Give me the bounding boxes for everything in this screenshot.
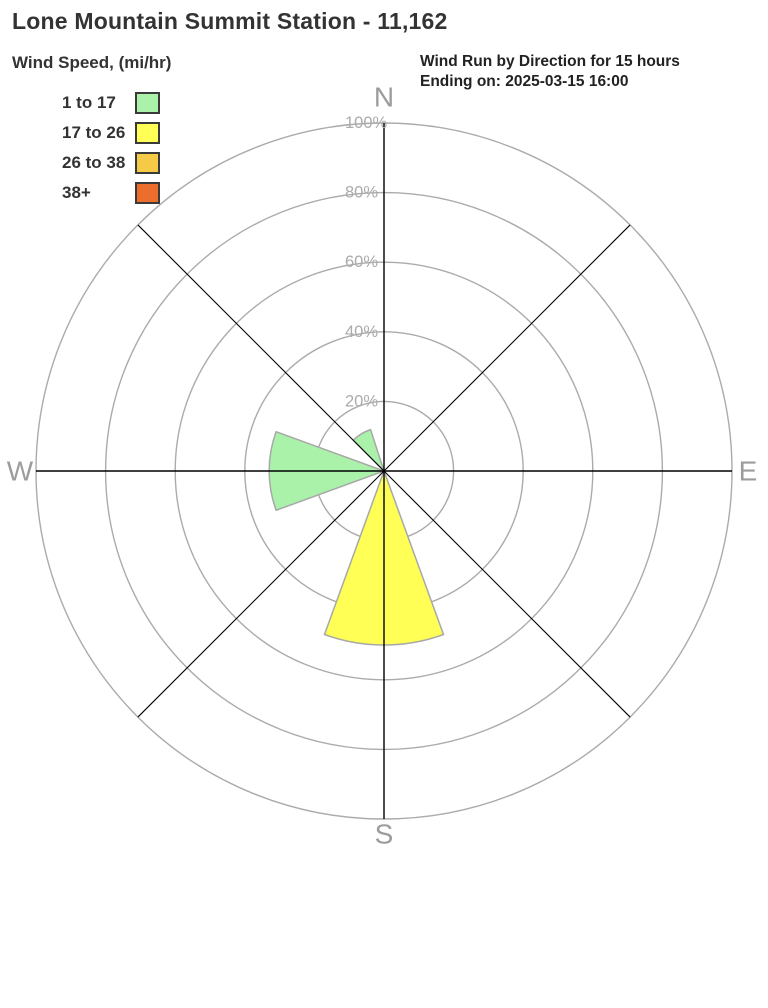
legend-color-swatch bbox=[135, 182, 160, 204]
direction-label-w: W bbox=[7, 456, 34, 487]
subtitle-line-1: Wind Run by Direction for 15 hours bbox=[420, 53, 680, 70]
direction-label-n: N bbox=[374, 82, 394, 113]
ring-label-60-percent: 60% bbox=[345, 253, 378, 271]
axis-northeast-southwest bbox=[137, 224, 631, 718]
legend-item: 1 to 17 bbox=[62, 88, 160, 118]
legend-item: 17 to 26 bbox=[62, 118, 160, 148]
legend-item: 38+ bbox=[62, 178, 160, 208]
ring-label-40-percent: 40% bbox=[345, 323, 378, 341]
legend-color-swatch bbox=[135, 122, 160, 144]
page-title: Lone Mountain Summit Station - 11,162 bbox=[12, 8, 448, 34]
chart-subtitle: Wind Run by Direction for 15 hours Endin… bbox=[420, 52, 680, 92]
wind-speed-legend: 1 to 17 17 to 26 26 to 38 38+ bbox=[62, 88, 160, 208]
legend-color-swatch bbox=[135, 152, 160, 174]
subtitle-line-2: Ending on: 2025-03-15 16:00 bbox=[420, 73, 629, 90]
ring-label-80-percent: 80% bbox=[345, 184, 378, 202]
legend-title: Wind Speed, (mi/hr) bbox=[12, 53, 172, 72]
legend-item-label: 1 to 17 bbox=[62, 93, 116, 112]
legend-item: 26 to 38 bbox=[62, 148, 160, 178]
legend-item-label: 17 to 26 bbox=[62, 123, 126, 142]
legend-color-swatch bbox=[135, 92, 160, 114]
direction-label-s: S bbox=[375, 819, 394, 850]
ring-label-20-percent: 20% bbox=[345, 392, 378, 410]
ring-label-100-percent: 100% bbox=[345, 114, 388, 132]
legend-item-label: 26 to 38 bbox=[62, 153, 126, 172]
legend-item-label: 38+ bbox=[62, 183, 91, 202]
direction-label-e: E bbox=[739, 456, 758, 487]
